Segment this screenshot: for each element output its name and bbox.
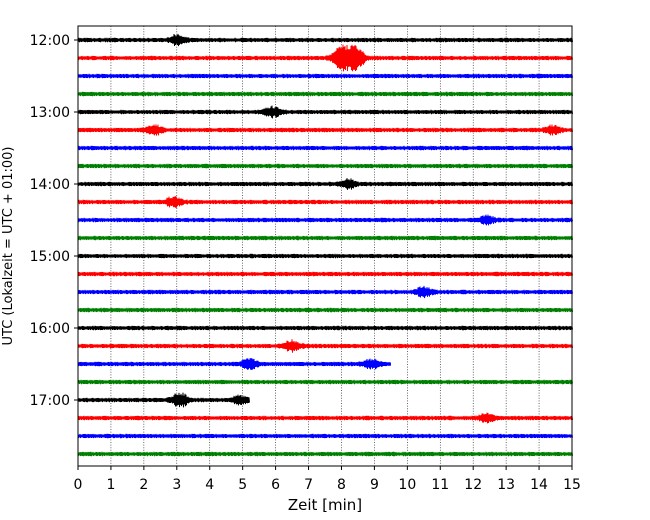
y-tick-label: 16:00 <box>30 321 70 337</box>
x-tick-label: 14 <box>530 477 548 493</box>
x-tick-label: 13 <box>497 477 515 493</box>
x-tick-label: 6 <box>271 477 280 493</box>
y-axis-label: UTC (Lokalzeit = UTC + 01:00) <box>1 147 16 346</box>
x-tick-label: 11 <box>431 477 449 493</box>
x-tick-label: 10 <box>398 477 416 493</box>
x-tick-label: 3 <box>172 477 181 493</box>
plot-frame <box>77 25 573 467</box>
y-axis-ticks: 12:00 13:00 14:00 15:00 16:00 17:00 <box>30 33 78 409</box>
x-tick-label: 8 <box>337 477 346 493</box>
y-tick-label: 12:00 <box>30 33 70 49</box>
grid-lines <box>110 26 540 466</box>
x-axis-ticks: 0 1 2 3 4 5 6 7 8 9 10 11 12 13 14 15 <box>74 466 581 493</box>
x-tick-label: 5 <box>238 477 247 493</box>
x-tick-label: 1 <box>106 477 115 493</box>
x-tick-label: 0 <box>74 477 83 493</box>
x-axis-label: Zeit [min] <box>288 496 362 514</box>
x-tick-label: 15 <box>563 477 581 493</box>
x-tick-label: 2 <box>139 477 148 493</box>
y-tick-label: 15:00 <box>30 249 70 265</box>
y-tick-label: 13:00 <box>30 105 70 121</box>
x-tick-label: 9 <box>370 477 379 493</box>
y-tick-label: 14:00 <box>30 177 70 193</box>
seismic-traces <box>77 33 573 457</box>
x-tick-label: 12 <box>464 477 482 493</box>
y-tick-label: 17:00 <box>30 393 70 409</box>
x-tick-label: 7 <box>304 477 313 493</box>
x-tick-label: 4 <box>205 477 214 493</box>
